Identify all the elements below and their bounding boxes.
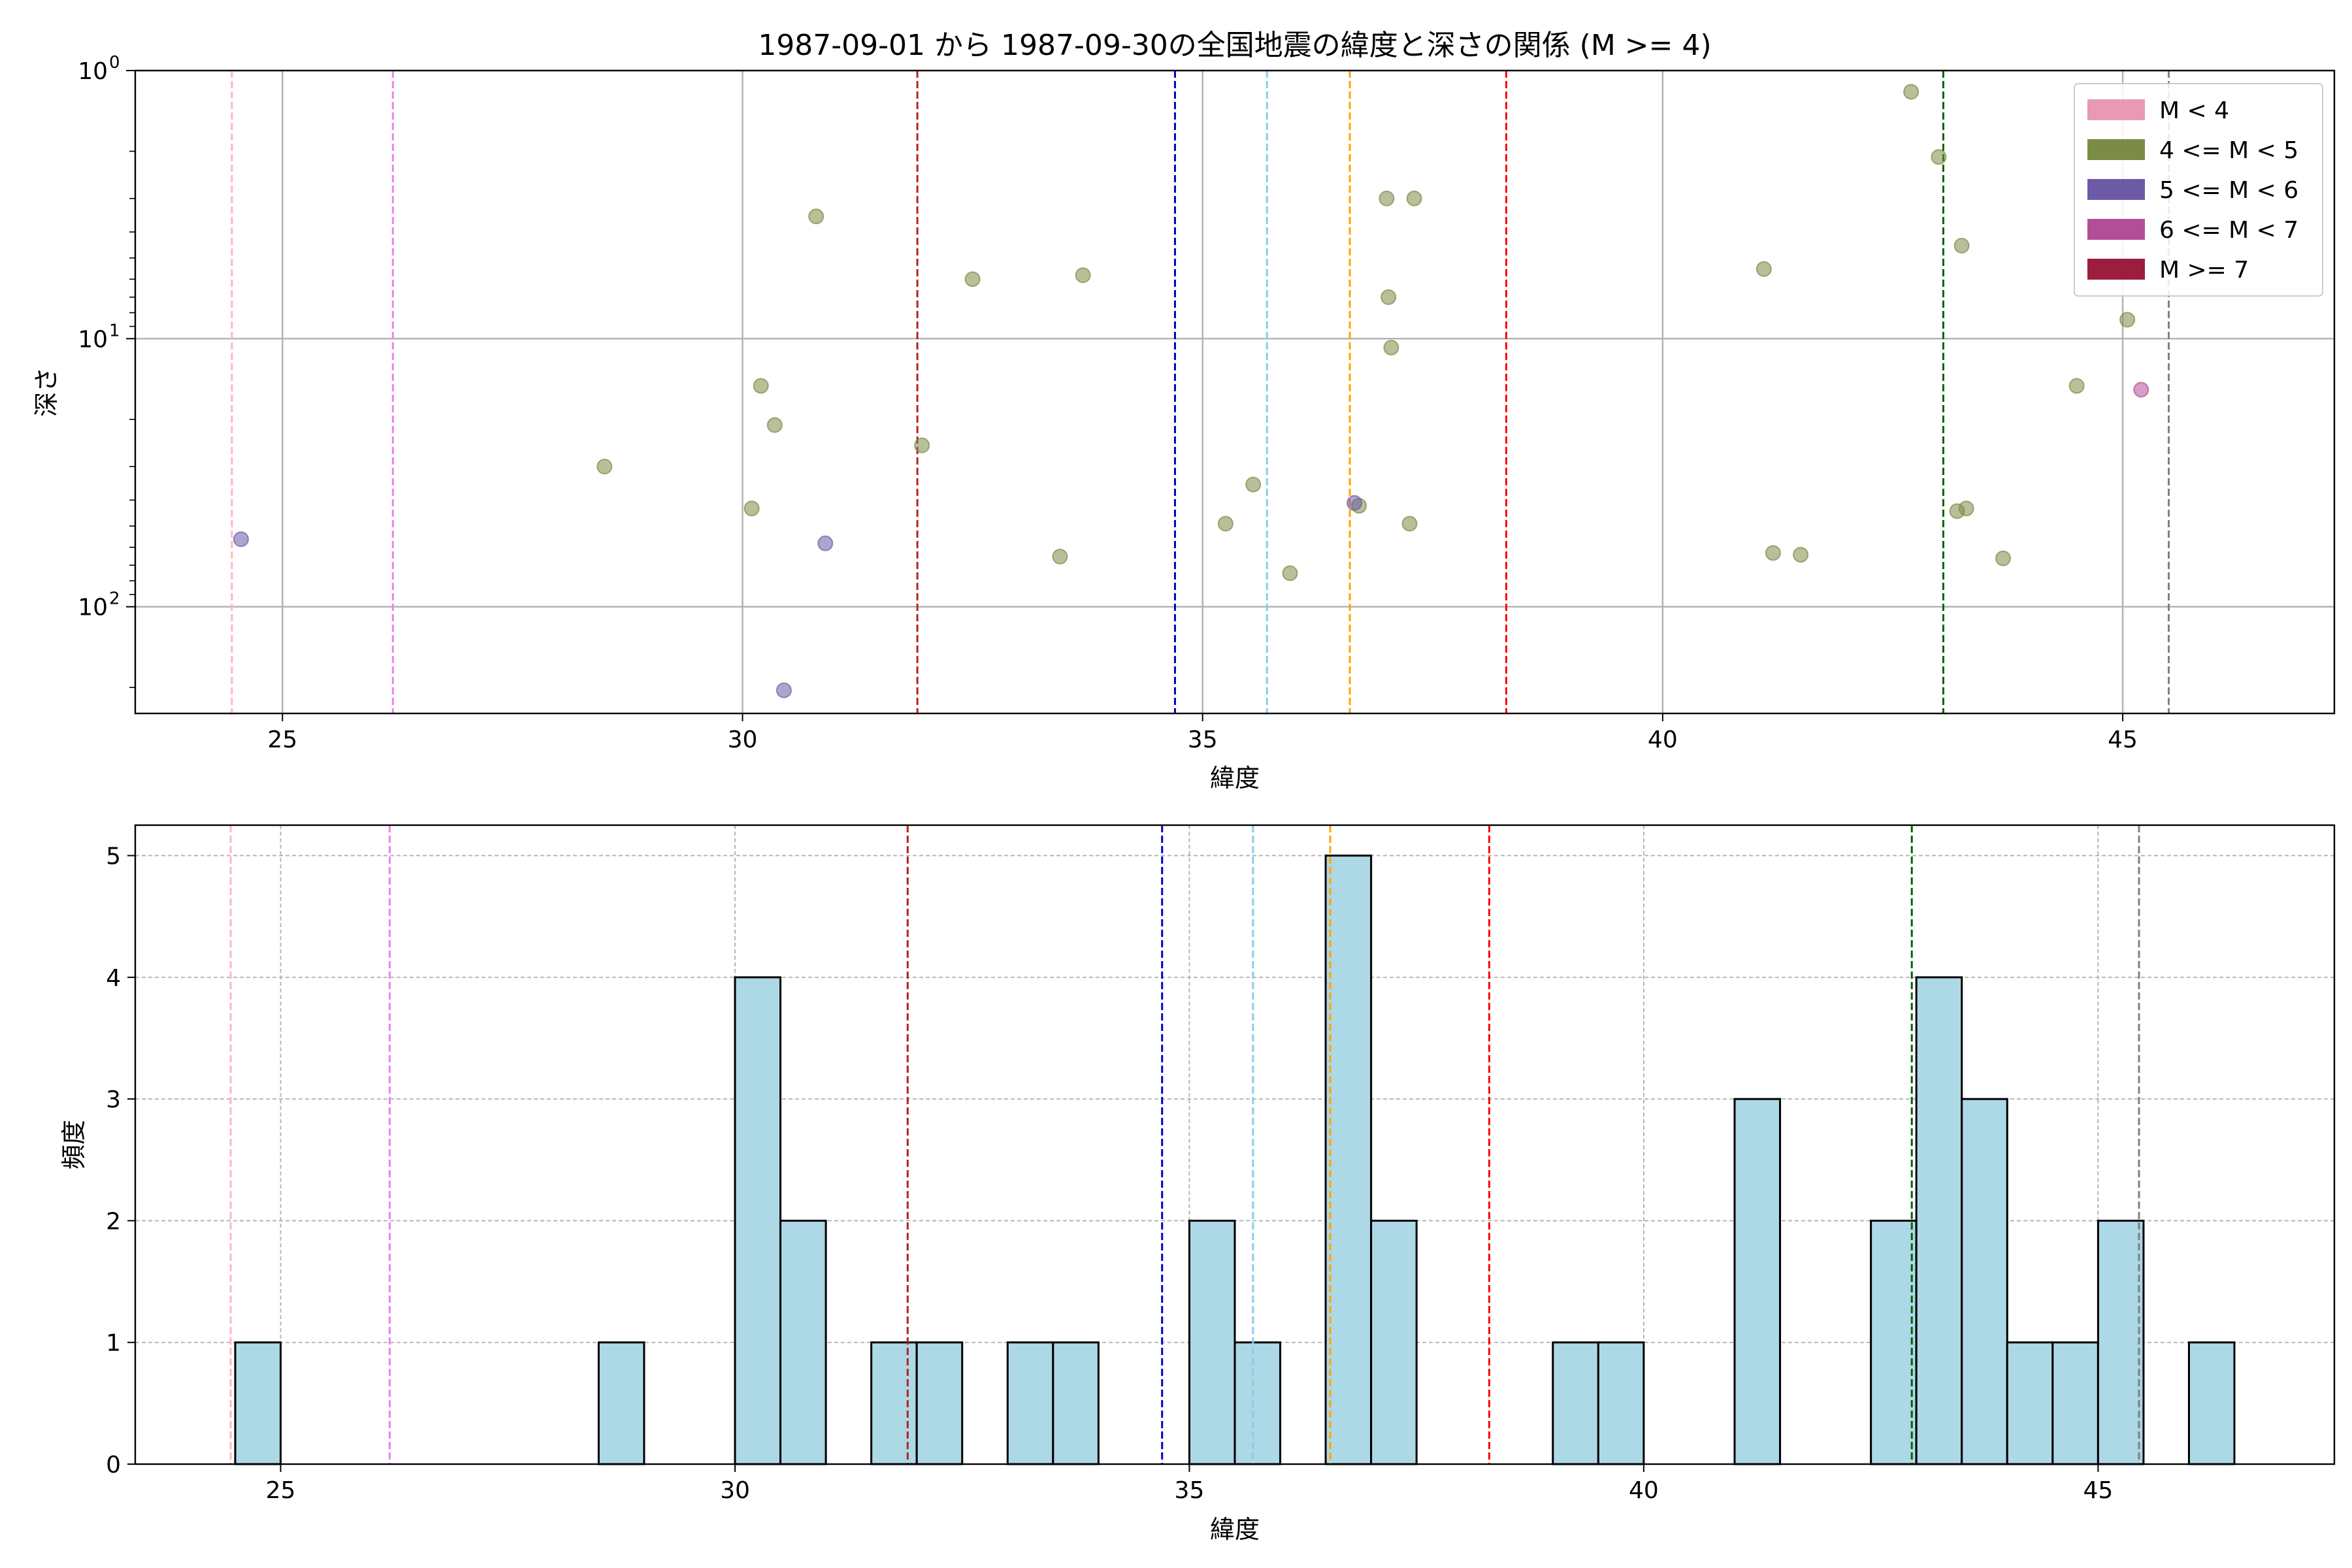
x-tick-label: 25 <box>267 727 297 753</box>
histogram-bar <box>1370 1219 1418 1465</box>
histogram-bar <box>1552 1341 1599 1465</box>
histogram-bar <box>870 1341 918 1465</box>
histogram-bar <box>1052 1341 1100 1465</box>
legend-swatch <box>2087 219 2145 240</box>
y-tick-label: 3 <box>106 1086 121 1113</box>
y-tick-label: 0 <box>106 1452 121 1478</box>
histogram-bar <box>1870 1219 1918 1465</box>
legend-swatch <box>2087 259 2145 280</box>
scatter-point <box>776 682 792 698</box>
scatter-point <box>964 271 981 287</box>
y-tick-label: 5 <box>106 843 121 870</box>
x-axis-label: 緯度 <box>1210 1515 1260 1544</box>
histogram-bar <box>597 1341 645 1465</box>
histogram-bar <box>1324 855 1373 1465</box>
histogram-bar <box>2051 1341 2099 1465</box>
y-tick-label: 2 <box>106 1208 121 1235</box>
legend: M < 4 4 <= M < 5 5 <= M < 6 6 <= M < 7 M >= … <box>2074 83 2323 297</box>
scatter-point <box>817 535 834 551</box>
y-axis-label: 頻度 <box>59 1120 88 1169</box>
histogram-bar <box>1188 1219 1236 1465</box>
scatter-point <box>2119 312 2136 328</box>
histogram-bar <box>1006 1341 1054 1465</box>
x-tick-label: 35 <box>1188 727 1218 753</box>
scatter-point <box>1245 476 1262 493</box>
histogram-bar <box>1233 1341 1282 1465</box>
scatter-point <box>808 208 825 225</box>
scatter-point <box>2133 382 2149 398</box>
legend-label: 5 <= M < 6 <box>2159 177 2298 204</box>
x-axis-label: 緯度 <box>1210 764 1260 792</box>
y-tick-label: 4 <box>106 965 121 992</box>
x-tick-label: 30 <box>728 727 758 753</box>
scatter-point <box>1379 190 1395 206</box>
scatter-point <box>914 437 930 453</box>
legend-box <box>2074 83 2323 297</box>
x-tick-label: 45 <box>2083 1477 2113 1504</box>
scatter-point <box>1347 495 1363 511</box>
scatter-point <box>1793 547 1809 563</box>
x-tick-label: 40 <box>1648 727 1678 753</box>
x-tick-label: 45 <box>2108 727 2138 753</box>
scatter-point <box>1406 190 1422 206</box>
scatter-point <box>753 378 769 394</box>
y-axis-label: 深さ <box>32 367 61 417</box>
legend-label: M >= 7 <box>2159 257 2249 284</box>
scatter-point <box>1958 500 1974 517</box>
y-tick-label: 1 <box>106 1330 121 1357</box>
plot-frame <box>134 824 2336 1465</box>
scatter-point <box>766 417 783 433</box>
scatter-point <box>1217 515 1233 532</box>
scatter-point <box>233 531 249 547</box>
scatter-point <box>1765 545 1781 561</box>
y-tick-label: 10 <box>78 326 108 353</box>
histogram-bar <box>2187 1341 2236 1465</box>
scatter-point <box>1383 340 1399 356</box>
legend-label: 4 <= M < 5 <box>2159 137 2298 164</box>
histogram-bar <box>779 1219 827 1465</box>
histogram-bar <box>734 976 782 1465</box>
scatter-point <box>1052 548 1068 564</box>
x-tick-label: 35 <box>1175 1477 1205 1504</box>
scatter-point <box>1931 149 1947 165</box>
plot-frame <box>134 69 2336 715</box>
legend-swatch <box>2087 179 2145 200</box>
legend-label: 6 <= M < 7 <box>2159 217 2298 244</box>
scatter-point <box>1282 565 1298 581</box>
y-tick-label: 10 <box>78 595 108 621</box>
scatter-point <box>596 459 613 475</box>
y-tick-exponent: 1 <box>109 321 120 340</box>
histogram-bar <box>1915 976 1963 1465</box>
x-tick-label: 40 <box>1629 1477 1659 1504</box>
scatter-point <box>2068 378 2085 394</box>
scatter-point <box>1903 84 1919 100</box>
chart-title: 1987-09-01 から 1987-09-30の全国地震の緯度と深さの関係 (… <box>758 29 1711 62</box>
legend-swatch <box>2087 139 2145 160</box>
scatter-point <box>1075 267 1091 284</box>
histogram-bar <box>915 1341 964 1465</box>
legend-label: M < 4 <box>2159 97 2229 124</box>
legend-swatch <box>2087 99 2145 120</box>
scatter-point <box>1380 289 1397 305</box>
histogram-bar <box>1597 1341 1645 1465</box>
histogram-bar <box>2006 1341 2054 1465</box>
histogram-bar <box>234 1341 282 1465</box>
y-tick-exponent: 0 <box>109 53 120 73</box>
histogram-bar <box>1733 1098 1782 1465</box>
x-tick-label: 30 <box>720 1477 750 1504</box>
scatter-point <box>1995 550 2011 566</box>
x-tick-label: 25 <box>266 1477 296 1504</box>
scatter-point <box>1401 515 1418 532</box>
y-tick-label: 10 <box>78 58 108 85</box>
histogram-bar <box>2097 1219 2145 1465</box>
scatter-point <box>1756 261 1772 277</box>
histogram-bar <box>1961 1098 2008 1465</box>
scatter-point <box>743 500 760 517</box>
scatter-point <box>1953 238 1970 254</box>
y-tick-exponent: 2 <box>109 589 120 609</box>
